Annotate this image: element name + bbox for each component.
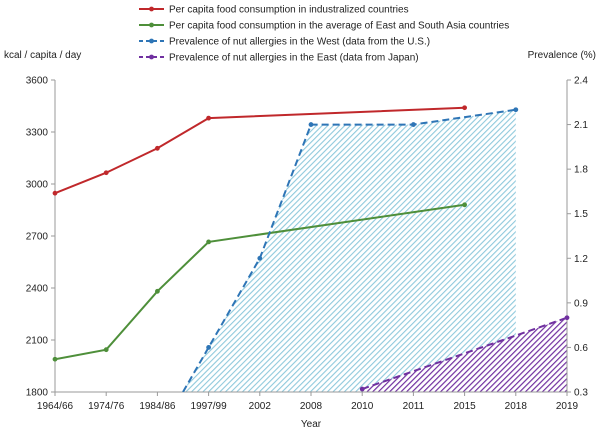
data-point <box>103 347 109 353</box>
data-point <box>206 115 212 121</box>
data-point <box>52 190 58 196</box>
y-right-tick-label: 0.9 <box>574 298 588 309</box>
legend-label: Prevalence of nut allergies in the East … <box>169 53 419 64</box>
legend: Per capita food consumption in industral… <box>139 5 509 64</box>
y-left-axis-title: kcal / capita / day <box>4 50 81 61</box>
series-fill-area <box>183 109 516 392</box>
axes <box>51 79 571 396</box>
data-point <box>52 356 58 362</box>
data-point <box>513 107 519 113</box>
x-tick-label: 2002 <box>249 401 272 412</box>
data-point <box>206 239 212 245</box>
x-tick-label: 2010 <box>351 401 374 412</box>
legend-label: Per capita food consumption in industral… <box>169 5 409 16</box>
y-left-tick-label: 2100 <box>26 336 49 347</box>
y-right-tick-label: 1.8 <box>574 165 588 176</box>
series-lines <box>52 105 570 392</box>
data-point <box>462 105 467 111</box>
tick-labels: 1964/66 1974/76 1984/86 1997/99 2002 2008 2010… <box>26 76 589 413</box>
x-tick-label: 2015 <box>453 401 476 412</box>
series-line <box>182 108 516 392</box>
x-tick-label: 2008 <box>300 401 323 412</box>
data-point <box>206 345 212 350</box>
y-left-tick-label: 2700 <box>26 232 49 243</box>
y-right-axis-title: Prevalence (%) <box>528 50 596 61</box>
x-tick-label: 1974/76 <box>88 401 125 412</box>
x-tick-label: 2018 <box>505 401 528 412</box>
data-point <box>103 170 109 176</box>
legend-swatch-marker <box>149 22 154 28</box>
data-point <box>155 288 160 294</box>
x-tick-label: 2011 <box>403 401 425 412</box>
x-tick-label: 1964/66 <box>37 401 74 412</box>
legend-swatch-marker <box>149 6 154 12</box>
y-left-tick-label: 3600 <box>26 76 49 87</box>
y-right-tick-label: 0.6 <box>574 343 588 354</box>
allergy-fill-areas <box>183 109 567 392</box>
y-right-tick-label: 0.3 <box>574 388 588 399</box>
data-point <box>308 122 314 127</box>
x-tick-label: 2019 <box>556 401 579 412</box>
series-line <box>361 316 567 390</box>
y-right-tick-label: 2.4 <box>574 76 588 87</box>
y-left-tick-label: 3000 <box>26 180 49 191</box>
legend-swatch-marker <box>149 38 154 44</box>
x-tick-label: 1997/99 <box>191 401 228 412</box>
y-left-tick-label: 3300 <box>26 128 49 139</box>
data-point <box>257 255 263 261</box>
y-left-tick-label: 1800 <box>26 388 49 399</box>
data-point <box>462 202 467 208</box>
data-point <box>411 122 416 127</box>
data-point <box>359 386 365 392</box>
legend-label: Prevalence of nut allergies in the West … <box>169 37 430 48</box>
y-left-tick-label: 2400 <box>26 284 49 295</box>
x-axis-title: Year <box>301 419 322 430</box>
y-right-tick-label: 1.2 <box>574 254 588 265</box>
data-point <box>155 145 160 151</box>
series-fill-area <box>362 317 567 392</box>
legend-swatch-marker <box>149 54 154 60</box>
y-right-tick-label: 2.1 <box>574 120 588 131</box>
y-right-tick-label: 1.5 <box>574 209 588 220</box>
legend-label: Per capita food consumption in the avera… <box>169 21 509 32</box>
data-point <box>564 315 570 321</box>
x-tick-label: 1984/86 <box>139 401 176 412</box>
